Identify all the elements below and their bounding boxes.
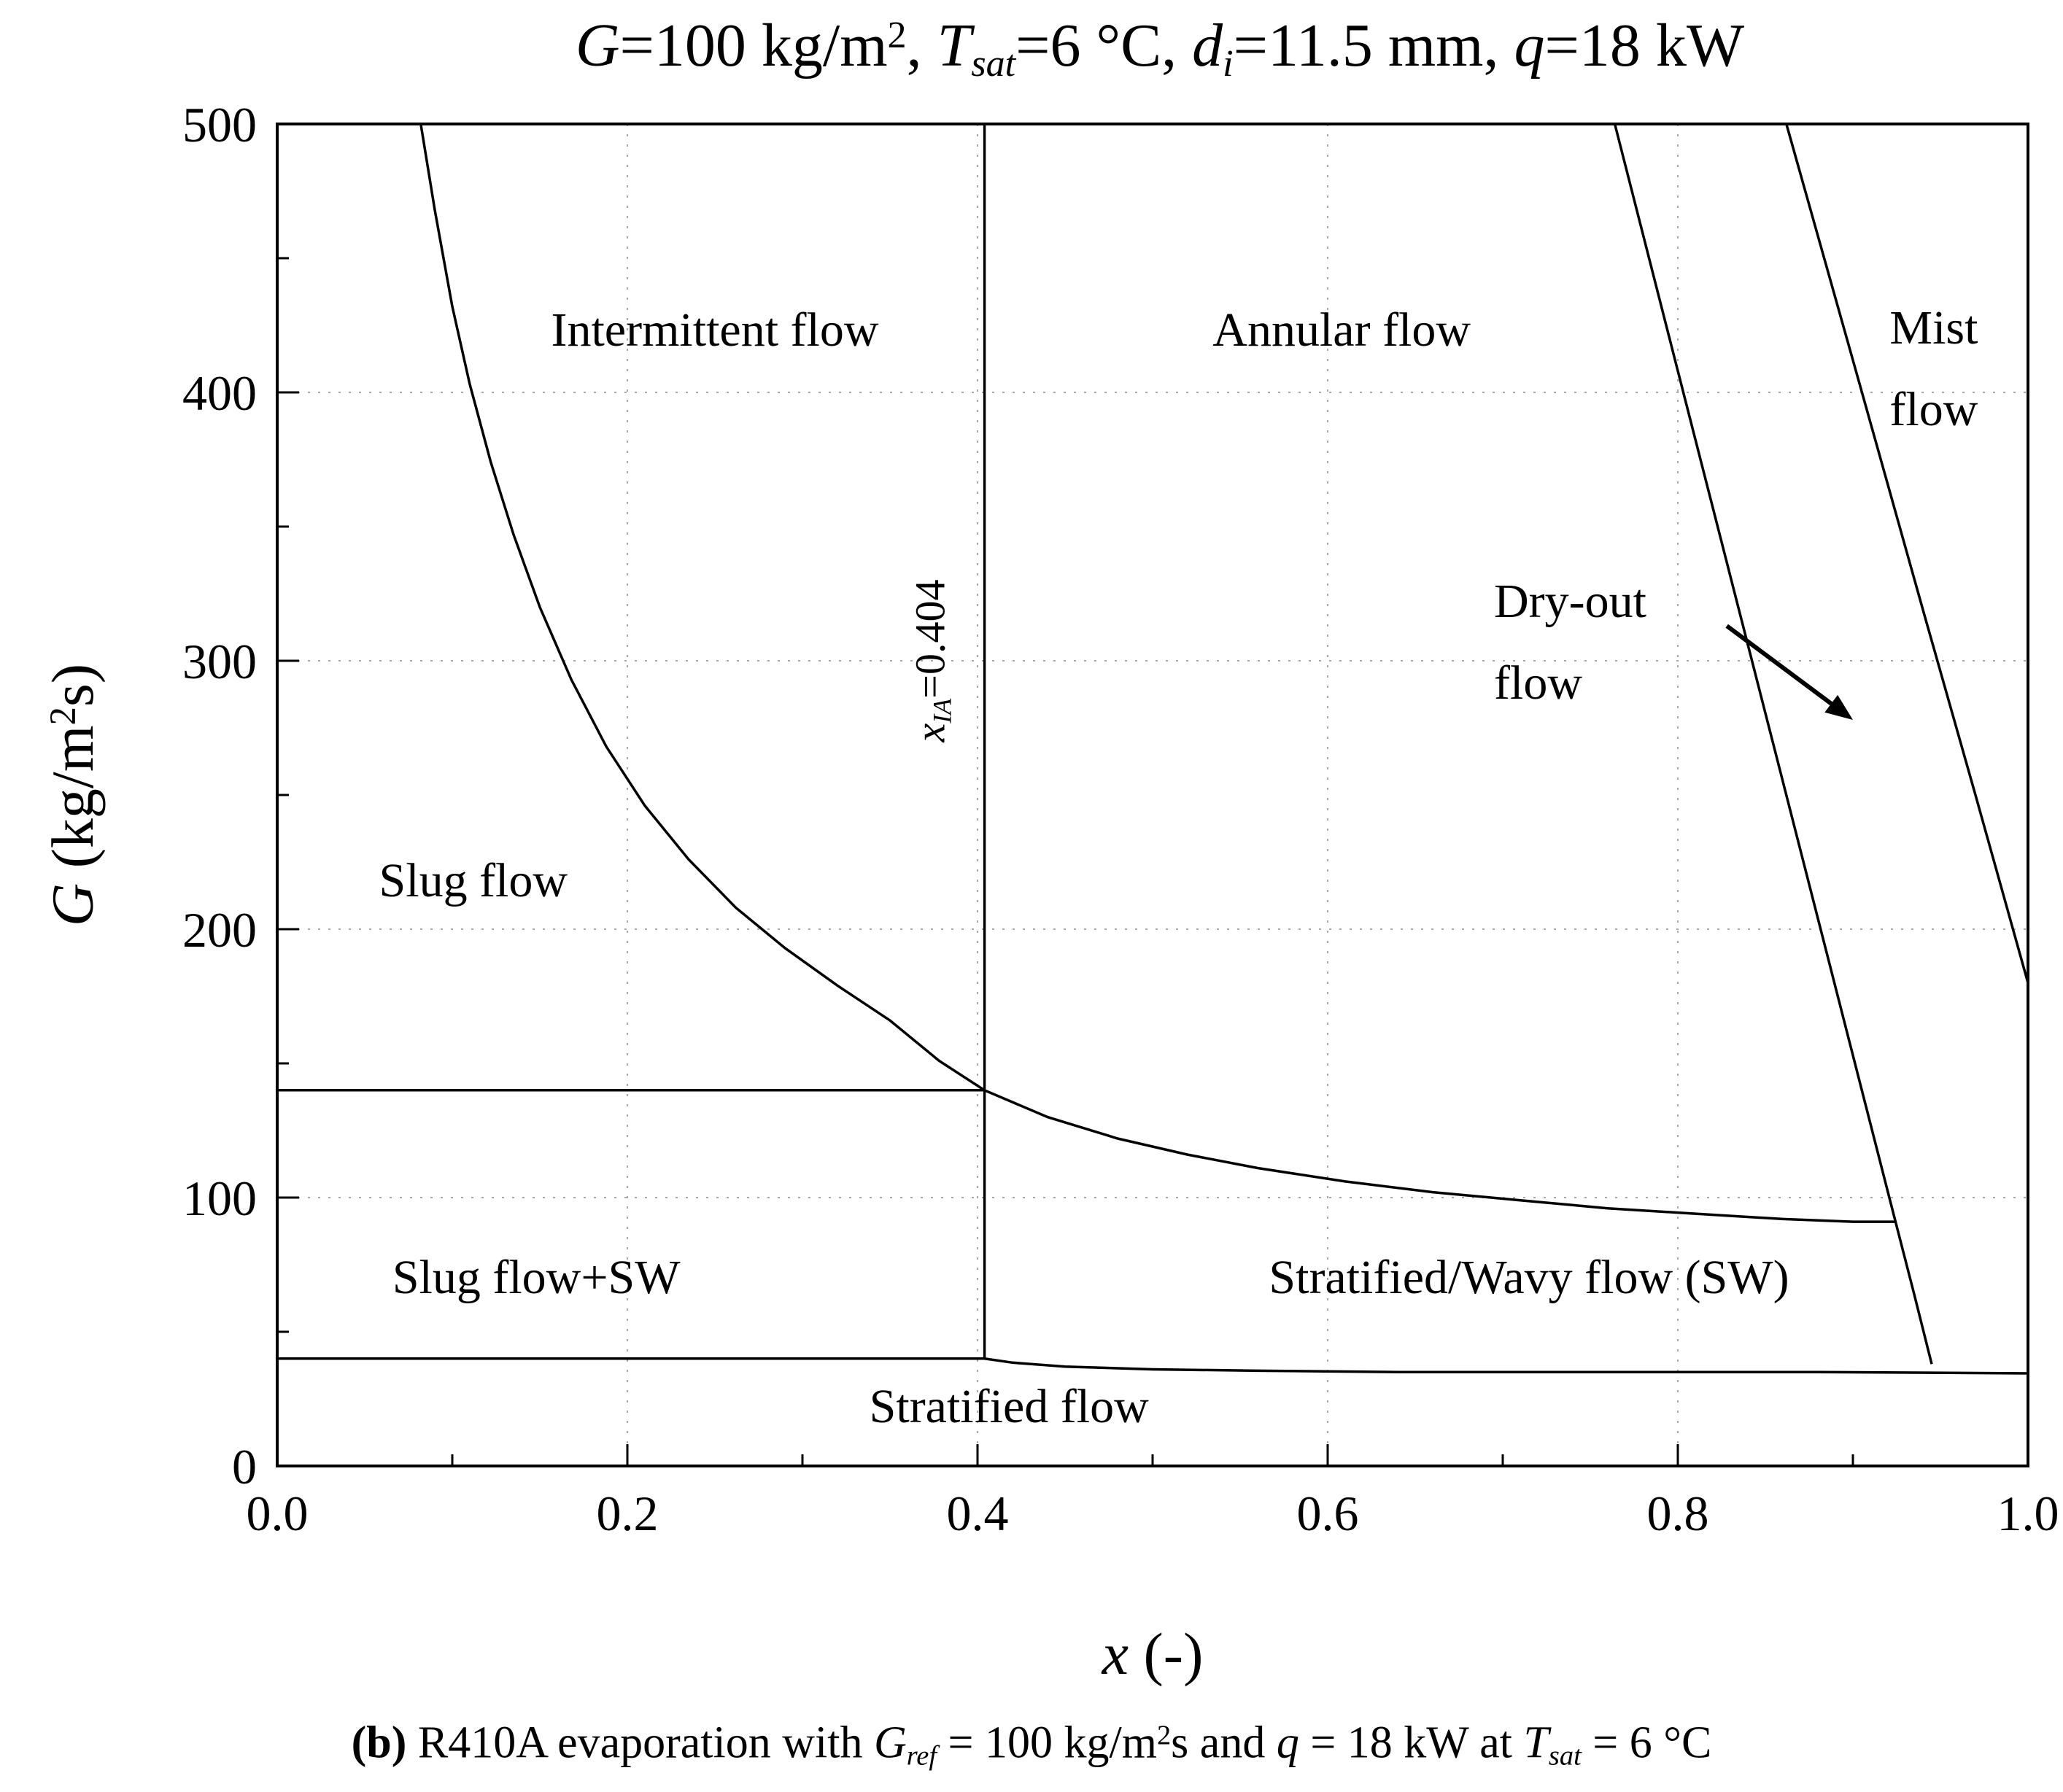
y-tick-label: 100	[182, 1171, 257, 1226]
x-axis-label: x (-)	[1102, 1621, 1204, 1687]
figure-caption: (b) R410A evaporation with Gref = 100 kg…	[351, 1718, 1712, 1772]
x-tick-label: 1.0	[1997, 1486, 2059, 1541]
axis-box	[276, 123, 2029, 1467]
dryout-boundary	[1613, 123, 1933, 1365]
y-tick-label: 200	[182, 902, 257, 958]
dryout-arrow-line	[1725, 624, 1844, 714]
x-tick-label: 0.0	[247, 1486, 309, 1541]
x-tick-label: 0.8	[1647, 1486, 1709, 1541]
mist-boundary	[1785, 123, 2029, 984]
y-tick-label: 400	[182, 365, 257, 421]
wavy-transition-boundary	[419, 123, 1895, 1223]
stratified-flow-boundary	[277, 1357, 2029, 1375]
x-tick-label: 0.2	[597, 1486, 659, 1541]
x-tick-label: 0.6	[1297, 1486, 1359, 1541]
chart-title: G=100 kg/m2, Tsat=6 °C, di=11.5 mm, q=18…	[575, 12, 1745, 85]
y-tick-label: 500	[182, 97, 257, 152]
x-tick-label: 0.4	[947, 1486, 1009, 1541]
dryout-arrow-head	[1824, 694, 1853, 720]
y-tick-label: 0	[232, 1439, 257, 1494]
y-tick-label: 300	[182, 634, 257, 689]
